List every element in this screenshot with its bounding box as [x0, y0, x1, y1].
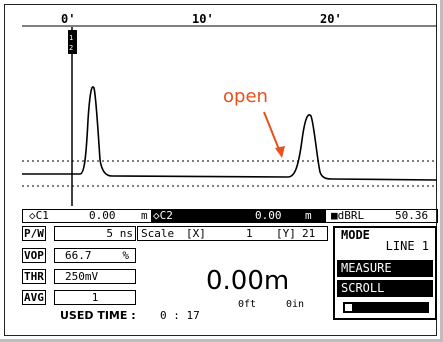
display-frame: [4, 4, 437, 336]
vop-field[interactable]: 66.7 %: [54, 248, 136, 263]
scale-x-label: [X]: [186, 227, 206, 240]
distance-in: 0in: [286, 299, 305, 310]
c2-unit: m: [305, 209, 312, 222]
waveform-display[interactable]: 1 2: [0, 0, 443, 210]
cursor-marker-glyph-1: 1: [69, 34, 73, 42]
cursor-info-bar: ◇C1 0.00 m ◇C2 0.00 m ■dBRL 50.36: [22, 209, 438, 223]
axis-tick-10: 10': [192, 12, 214, 26]
distance-readout: 0.00m: [206, 266, 290, 296]
mode-panel: MODE LINE 1 MEASURE SCROLL: [333, 226, 437, 320]
thr-field[interactable]: 250mV: [54, 269, 136, 284]
vop-value: 66.7: [65, 249, 92, 262]
pw-label: P/W: [22, 226, 46, 241]
vop-label: VOP: [22, 248, 46, 263]
scale-y-value: 21: [302, 227, 316, 240]
measure-button[interactable]: MEASURE: [337, 260, 433, 277]
scale-y-label: [Y]: [276, 227, 296, 240]
scale-field[interactable]: Scale [X] 1 [Y] 21: [137, 226, 328, 241]
cursor-marker: [68, 30, 77, 54]
cursor-marker-glyph-2: 2: [69, 44, 73, 52]
scale-x-value: 1: [246, 227, 253, 240]
used-time-label: USED TIME :: [60, 309, 136, 322]
mode-label: MODE: [341, 228, 370, 242]
battery-level: [345, 304, 352, 311]
thr-value: 250mV: [65, 270, 99, 283]
used-time-value: 0 : 17: [160, 309, 200, 322]
avg-field[interactable]: 1: [54, 290, 136, 305]
measure-label: MEASURE: [341, 261, 392, 275]
pw-unit: ns: [119, 227, 133, 240]
c2-label: ◇C2: [153, 209, 173, 222]
c1-unit: m: [141, 209, 148, 222]
mode-value: LINE 1: [385, 239, 429, 253]
c1-value: 0.00: [89, 209, 116, 222]
pw-value: 5: [106, 227, 113, 240]
annotation-arrow: [263, 111, 281, 153]
pw-field[interactable]: 5 ns: [54, 226, 136, 241]
scroll-button[interactable]: SCROLL: [337, 280, 433, 297]
avg-value: 1: [91, 291, 99, 304]
thr-label: THR: [22, 269, 46, 284]
scroll-label: SCROLL: [341, 281, 385, 295]
annotation-arrowhead: [275, 146, 285, 158]
scale-label: Scale: [141, 227, 175, 240]
annotation-open-label: open: [223, 86, 268, 107]
avg-label: AVG: [22, 290, 46, 305]
dbrl-label: ■dBRL: [331, 209, 365, 222]
c2-value: 0.00: [255, 209, 282, 222]
c1-label: ◇C1: [29, 209, 49, 222]
vop-unit: %: [122, 249, 129, 262]
c2-highlight: [151, 210, 326, 222]
waveform-trace: [22, 86, 438, 181]
axis-tick-0: 0': [61, 12, 76, 26]
dbrl-value: 50.36: [395, 209, 429, 222]
axis-tick-20: 20': [320, 12, 342, 26]
distance-ft: 0ft: [238, 299, 257, 310]
battery-icon: [343, 302, 429, 313]
